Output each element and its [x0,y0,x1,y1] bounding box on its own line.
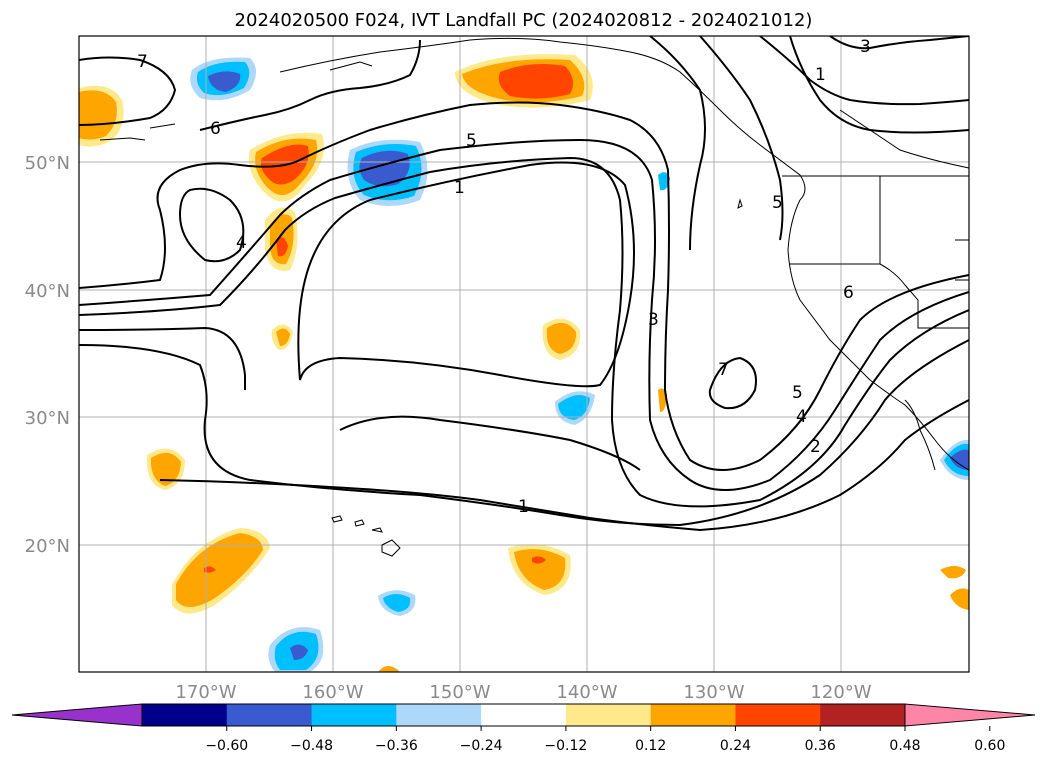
contour-label: 3 [648,310,659,330]
lon-tick-label: 140°W [556,682,617,703]
colorbar-tick-label: 0.24 [720,738,751,754]
coastlines [99,37,969,471]
colorbar-segment [226,704,313,726]
colorbar-extend-high [904,703,1036,727]
hawaii-islands [331,515,401,557]
colorbar-tick-label: 0.60 [974,738,1005,754]
colorbar [11,703,1036,731]
contour-label: 7 [718,360,729,380]
contour-label: 6 [843,283,854,303]
lon-tick-label: 120°W [810,682,871,703]
anomaly-shading [79,54,969,672]
contour-label: 5 [466,131,477,151]
map-title: 2024020500 F024, IVT Landfall PC (202402… [234,10,813,31]
lat-tick-label: 50°N [25,153,70,174]
lon-tick-label: 130°W [683,682,744,703]
contour-label: 1 [454,178,465,198]
contour-labels: 7 6 5 4 3 1 1 3 1 7 5 6 5 4 2 [137,37,871,517]
lat-tick-labels: 50°N 40°N 30°N 20°N [25,153,70,557]
lon-tick-label: 170°W [175,682,236,703]
colorbar-segment [820,704,906,726]
colorbar-segment [650,704,736,726]
colorbar-tick-label: −0.48 [290,738,333,754]
colorbar-tick-label: −0.12 [544,738,587,754]
lat-tick-label: 40°N [25,281,70,302]
lon-tick-label: 160°W [302,682,363,703]
colorbar-segment [565,704,652,726]
map-frame [78,35,970,673]
colorbar-segment [311,704,397,726]
colorbar-extend-low [11,703,143,727]
contour-label: 1 [518,497,529,517]
contour-label: 4 [236,233,247,253]
colorbar-tick-label: 0.48 [889,738,920,754]
colorbar-tick-label: 0.36 [805,738,836,754]
colorbar-segment [396,704,482,726]
colorbar-segment [142,704,228,726]
contour-label: 5 [772,193,783,213]
contour-label: 6 [210,119,221,139]
lon-tick-labels: 170°W 160°W 150°W 140°W 130°W 120°W [175,682,871,703]
colorbar-tick-label: 0.12 [635,738,666,754]
lat-tick-label: 30°N [25,408,70,429]
lon-tick-label: 150°W [429,682,490,703]
colorbar-segment [481,704,567,726]
gridlines [79,36,969,672]
contour-label: 3 [860,37,871,57]
colorbar-tick-label: −0.24 [460,738,503,754]
colorbar-tick-label: −0.36 [375,738,418,754]
colorbar-frame [141,703,906,727]
contour-label: 4 [796,407,807,427]
colorbar-tick-label: −0.60 [205,738,248,754]
contour-label: 7 [137,52,148,72]
contour-label: 2 [810,437,821,457]
contour-label: 1 [815,65,826,85]
colorbar-segment [735,704,821,726]
contour-label: 5 [792,383,803,403]
contour-lines [79,36,969,532]
colorbar-tick-labels: −0.60 −0.48 −0.36 −0.24 −0.12 0.12 0.24 … [205,738,1005,754]
lat-tick-label: 20°N [25,536,70,557]
